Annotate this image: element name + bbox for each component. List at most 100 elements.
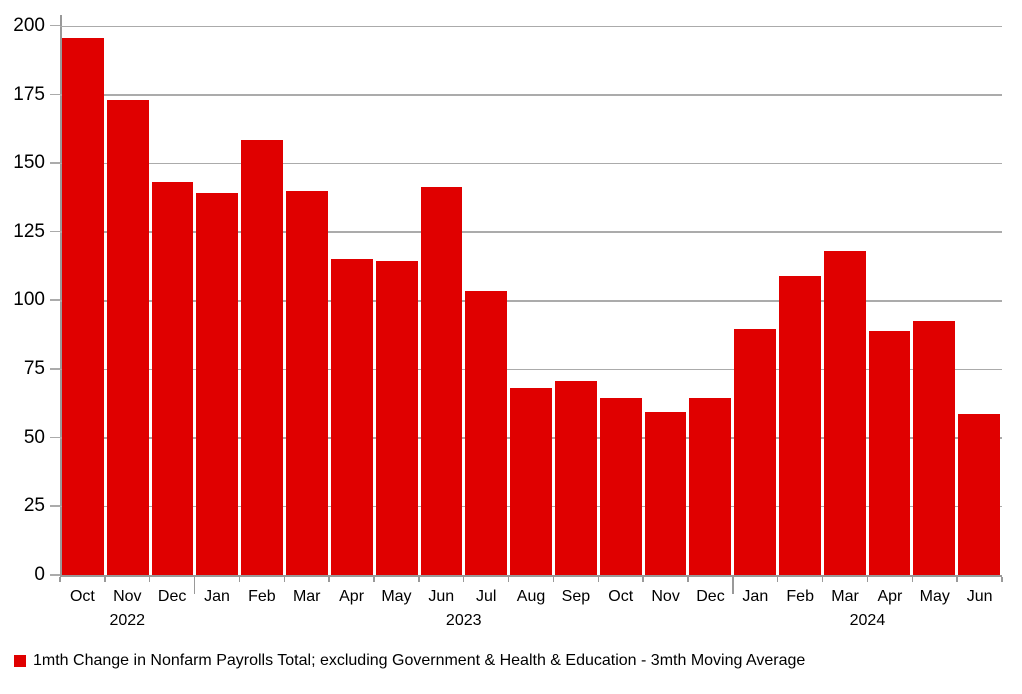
bar-dec-2022[interactable] [151,182,194,575]
bar-mar-2023[interactable] [286,190,328,575]
bar-apr-2024[interactable] [868,330,911,575]
bar-feb-2023[interactable] [241,139,284,575]
y-axis-tick [50,24,60,27]
x-label-jun-2024: Jun [966,588,993,605]
bar-oct-2022[interactable] [62,38,104,575]
legend-color-swatch-icon [14,655,26,667]
y-axis-tick [50,574,60,576]
x-label-oct-2022: Oct [69,588,95,605]
x-label-may-2024: May [919,588,950,605]
x-month-labels: Oct Nov Dec Jan Feb Mar Apr May Jun Jul Aug Sep Oct N… [60,587,1002,607]
gridline-150 [60,162,1002,165]
x-axis-tick [149,577,151,582]
gridline-175 [60,94,1002,96]
x-label-may-2023: May [381,588,412,605]
x-label-apr-2024: Apr [877,588,903,605]
x-axis-tick [418,577,420,582]
y-axis-tick [50,505,60,507]
x-label-jun-2023: Jun [428,588,455,605]
x-year-labels: 2022 2023 2024 [60,611,1002,631]
bar-may-2024[interactable] [913,321,956,575]
y-axis-label-175: 175 [13,83,45,105]
bar-jan-2023[interactable] [196,193,239,575]
x-axis-tick [911,577,913,582]
bar-may-2023[interactable] [375,260,418,575]
x-label-jan-2023: Jan [204,588,230,605]
x-axis-tick [283,577,285,582]
bars [60,15,1002,575]
x-label-nov-2023: Nov [651,588,680,605]
gridline-100 [60,300,1002,302]
x-axis-tick [552,577,555,582]
x-label-apr-2023: Apr [339,588,365,605]
bar-apr-2023[interactable] [330,259,373,575]
y-axis-line [60,15,62,577]
legend-label: 1mth Change in Nonfarm Payrolls Total; e… [33,652,806,669]
x-label-oct-2023: Oct [608,588,634,605]
bar-aug-2023[interactable] [510,388,552,575]
x-axis-tick [59,577,61,582]
y-axis: 0 25 50 75 100 125 150 175 200 [0,14,60,585]
y-axis-label-100: 100 [13,289,45,311]
bar-dec-2023[interactable] [689,397,732,575]
bar-jan-2024[interactable] [734,329,776,575]
bar-nov-2023[interactable] [644,411,687,575]
y-axis-label-25: 25 [23,495,45,517]
gridline-200 [60,25,1002,27]
bar-sep-2023[interactable] [554,381,597,575]
bar-feb-2024[interactable] [779,275,821,575]
x-label-dec-2023: Dec [696,588,725,605]
x-axis-tick [687,577,689,582]
x-ticks [59,577,1003,597]
x-axis-tick [777,577,779,582]
x-axis-tick [597,577,599,582]
x-label-mar-2024: Mar [831,588,859,605]
x-label-dec-2022: Dec [157,588,187,605]
x-label-sep-2023: Sep [561,588,591,605]
x-axis-tick [104,577,106,582]
x-axis-tick [956,577,958,582]
x-axis-year-boundary-tick [193,577,196,594]
x-label-mar-2023: Mar [292,588,321,605]
y-axis-label-75: 75 [23,358,45,380]
y-axis-tick [50,299,60,301]
gridline-75 [60,368,1002,371]
x-axis-tick [1001,577,1003,582]
year-label-2024: 2024 [849,612,886,629]
x-label-jan-2024: Jan [742,588,769,605]
x-axis-tick [373,577,375,582]
year-label-2022: 2022 [109,612,146,629]
x-label-feb-2024: Feb [786,588,814,605]
y-axis-tick [50,436,60,439]
bar-nov-2022[interactable] [106,100,149,575]
y-axis-tick [50,93,60,96]
x-axis-year-boundary-tick [732,577,734,594]
x-axis-tick [463,577,465,582]
y-axis-label-200: 200 [13,14,45,36]
year-label-2023: 2023 [445,612,482,629]
y-axis-label-0: 0 [34,564,45,585]
gridline-125 [60,231,1002,233]
legend-item[interactable]: 1mth Change in Nonfarm Payrolls Total; e… [14,650,805,672]
y-axis-tick [50,230,60,233]
x-label-aug-2023: Aug [516,588,546,605]
x-axis-line [60,575,1002,577]
bar-mar-2024[interactable] [823,251,866,575]
x-axis-tick [507,577,510,582]
y-axis-tick [50,162,60,164]
bar-jun-2023[interactable] [420,186,463,575]
y-axis-label-50: 50 [23,426,45,448]
x-axis-tick [821,577,824,582]
bar-jun-2024[interactable] [958,414,1001,575]
x-label-jul-2023: Jul [475,588,497,605]
bar-jul-2023[interactable] [465,290,508,575]
x-axis-tick [238,577,241,582]
y-axis-tick [50,368,60,370]
bar-oct-2023[interactable] [599,397,642,575]
y-axis-label-150: 150 [13,152,45,174]
x-axis-tick [866,577,869,582]
y-axis-label-125: 125 [13,220,45,242]
plot-area [60,15,1002,575]
x-label-nov-2022: Nov [113,588,142,605]
